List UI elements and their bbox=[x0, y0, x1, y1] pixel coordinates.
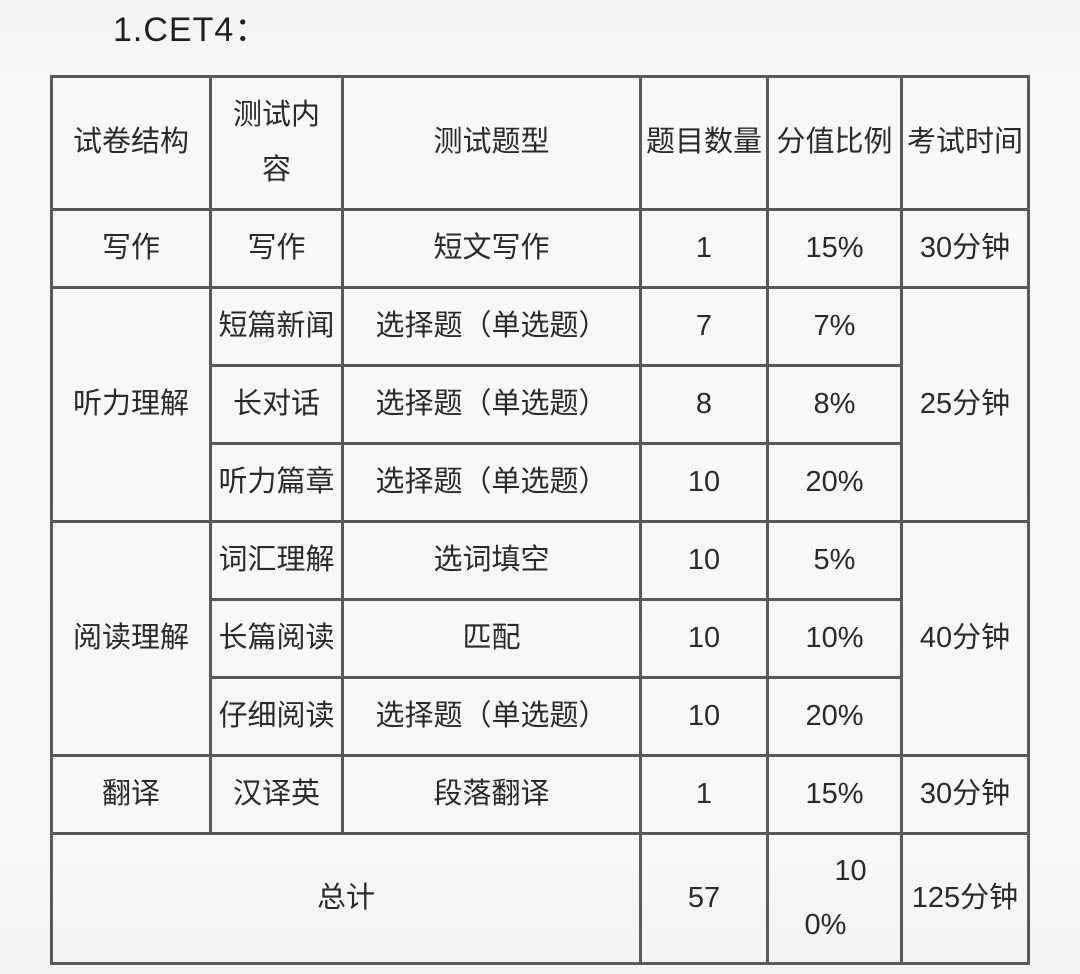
cell-count: 8 bbox=[639, 364, 769, 445]
table-row-listening-news: 听力理解 短篇新闻 选择题（单选题） 7 7% 25分钟 bbox=[50, 286, 1030, 523]
cell-time-listening: 25分钟 bbox=[900, 286, 1030, 523]
total-ratio-line-1: 10 bbox=[834, 854, 867, 887]
cell-ratio: 20% bbox=[766, 442, 903, 523]
cell-structure-listening: 听力理解 bbox=[50, 286, 212, 523]
cell-time: 30分钟 bbox=[900, 754, 1030, 835]
cell-ratio: 7% bbox=[766, 286, 903, 367]
cell-ratio: 20% bbox=[766, 676, 903, 757]
cell-count: 1 bbox=[639, 754, 769, 835]
cell-total-time: 125分钟 bbox=[900, 832, 1030, 965]
table-row-listening-conversation: 长对话 选择题（单选题） 8 8% bbox=[52, 364, 1029, 445]
cell-content: 短篇新闻 bbox=[209, 286, 344, 367]
cell-question-type: 短文写作 bbox=[341, 208, 642, 289]
cell-structure: 写作 bbox=[50, 208, 212, 289]
header-question-type: 测试题型 bbox=[341, 75, 642, 211]
cell-question-type: 选择题（单选题） bbox=[341, 676, 642, 757]
cell-ratio: 15% bbox=[766, 754, 903, 835]
cell-structure: 翻译 bbox=[50, 754, 212, 835]
cell-content: 词汇理解 bbox=[209, 520, 344, 601]
cell-content: 听力篇章 bbox=[209, 442, 344, 523]
cell-time-reading: 40分钟 bbox=[900, 520, 1030, 757]
cell-count: 1 bbox=[639, 208, 769, 289]
cell-question-type: 选词填空 bbox=[341, 520, 642, 601]
cell-count: 10 bbox=[639, 676, 769, 757]
header-row: 试卷结构 测试内容 测试题型 题目数量 分值比例 考试时间 bbox=[50, 75, 1030, 211]
header-structure: 试卷结构 bbox=[50, 75, 212, 211]
cell-content: 仔细阅读 bbox=[209, 676, 344, 757]
cell-question-type: 匹配 bbox=[341, 598, 642, 679]
cell-content: 汉译英 bbox=[209, 754, 344, 835]
header-time: 考试时间 bbox=[900, 75, 1030, 211]
cell-ratio: 8% bbox=[766, 364, 903, 445]
table-row-listening-passage: 听力篇章 选择题（单选题） 10 20% bbox=[52, 442, 1029, 523]
table-row-reading-long: 长篇阅读 匹配 10 10% bbox=[52, 598, 1029, 679]
header-content-label: 测试内容 bbox=[232, 98, 320, 186]
cell-count: 10 bbox=[639, 598, 769, 679]
table-row-total: 总计 57 10 0% 125分钟 bbox=[50, 832, 1030, 965]
cell-ratio: 5% bbox=[766, 520, 903, 601]
table-row-reading-careful: 仔细阅读 选择题（单选题） 10 20% bbox=[52, 676, 1029, 757]
header-ratio: 分值比例 bbox=[766, 75, 903, 211]
cell-count: 7 bbox=[639, 286, 769, 367]
total-ratio-line-2: 0% bbox=[804, 908, 847, 941]
cell-structure-reading: 阅读理解 bbox=[50, 520, 212, 757]
cell-content: 长对话 bbox=[209, 364, 344, 445]
cell-total-label: 总计 bbox=[50, 832, 642, 965]
cell-total-ratio: 10 0% bbox=[766, 832, 903, 965]
cell-question-type: 选择题（单选题） bbox=[341, 286, 642, 367]
cet4-structure-table: 试卷结构 测试内容 测试题型 题目数量 分值比例 考试时间 写作 写作 短文写作… bbox=[50, 75, 1030, 965]
cell-question-type: 选择题（单选题） bbox=[341, 442, 642, 523]
header-content: 测试内容 bbox=[209, 75, 344, 211]
cell-time: 30分钟 bbox=[900, 208, 1030, 289]
cell-question-type: 选择题（单选题） bbox=[341, 364, 642, 445]
cell-question-type: 段落翻译 bbox=[341, 754, 642, 835]
table-row-reading-vocabulary: 阅读理解 词汇理解 选词填空 10 5% 40分钟 bbox=[50, 520, 1030, 757]
cell-ratio: 10% bbox=[766, 598, 903, 679]
table-row-translation: 翻译 汉译英 段落翻译 1 15% 30分钟 bbox=[50, 754, 1030, 835]
cell-count: 10 bbox=[639, 520, 769, 601]
cell-total-count: 57 bbox=[639, 832, 769, 965]
cell-ratio: 15% bbox=[766, 208, 903, 289]
page-title: 1.CET4： bbox=[113, 11, 270, 49]
cell-content: 写作 bbox=[209, 208, 344, 289]
cell-content: 长篇阅读 bbox=[209, 598, 344, 679]
header-count: 题目数量 bbox=[639, 75, 769, 211]
table-row-writing: 写作 写作 短文写作 1 15% 30分钟 bbox=[50, 208, 1030, 289]
cell-count: 10 bbox=[639, 442, 769, 523]
